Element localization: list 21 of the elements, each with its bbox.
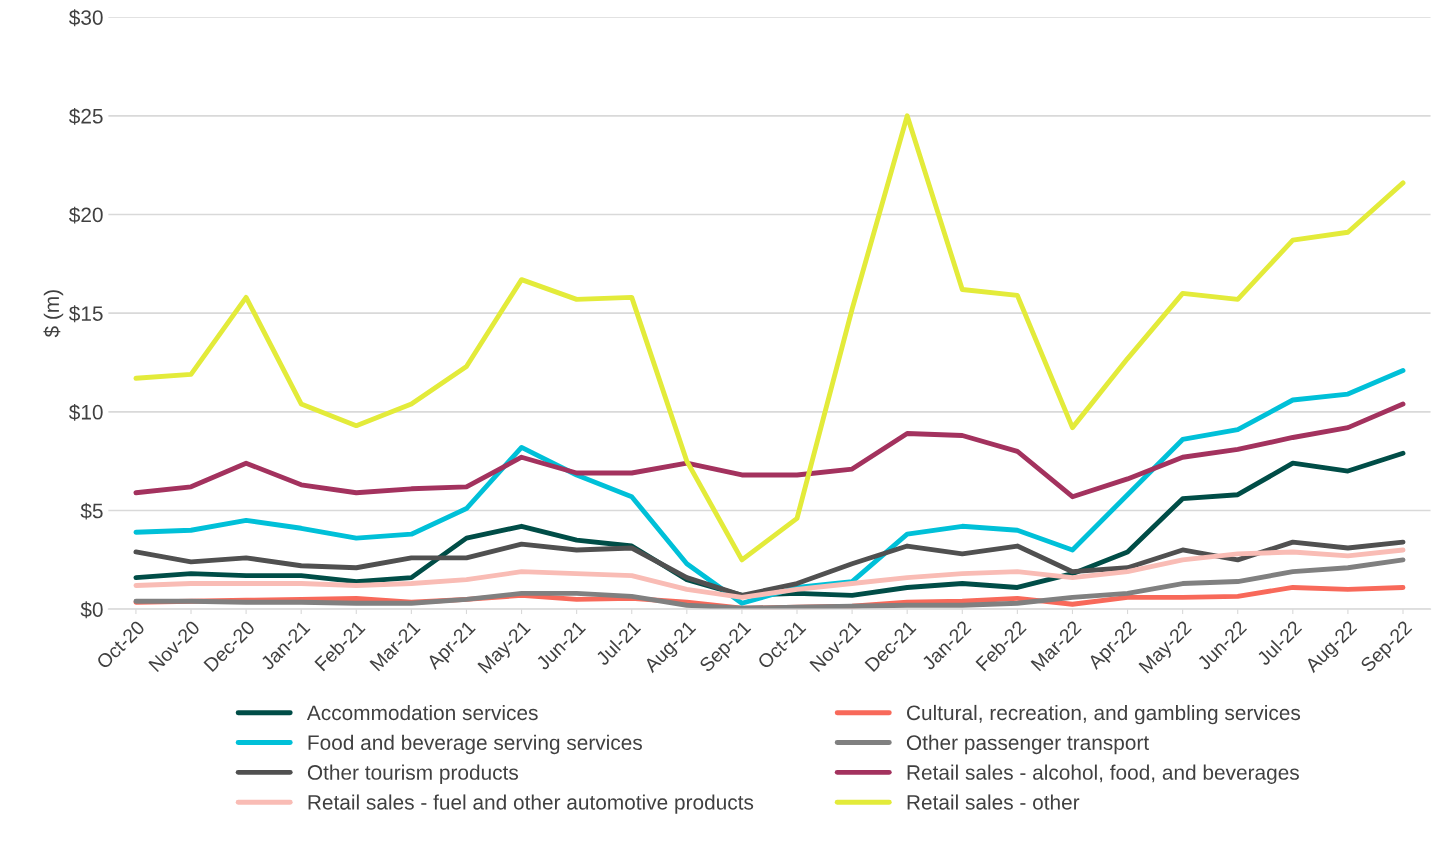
y-tick-label: $5: [80, 502, 103, 520]
legend-label: Retail sales - other: [907, 794, 1080, 810]
line-series: [133, 547, 1406, 600]
legend-label: Cultural, recreation, and gambling services: [907, 704, 1301, 725]
legend-label: Other passenger transport: [906, 734, 1149, 755]
legend-label: Retail sales - alcohol, food, and beverages: [907, 764, 1299, 784]
line-series: [133, 539, 1406, 598]
y-tick-label: $10: [68, 403, 103, 421]
line-series: [133, 557, 1406, 610]
line-series: [133, 401, 1406, 500]
line-series: [133, 113, 1406, 563]
legend-label: Food and beverage serving services: [308, 734, 642, 755]
y-tick-label: $20: [68, 206, 103, 224]
legend-label: Accommodation services: [306, 704, 538, 721]
y-tick-label: $25: [68, 107, 103, 125]
y-tick-label: $30: [68, 9, 103, 27]
y-axis-title: $ (m): [43, 290, 64, 338]
legend-label: Retail sales - fuel and other automotive products: [308, 794, 754, 814]
y-tick-label: $15: [68, 305, 103, 323]
y-tick-label: $0: [80, 601, 103, 619]
legend-label: Other tourism products: [307, 764, 519, 784]
